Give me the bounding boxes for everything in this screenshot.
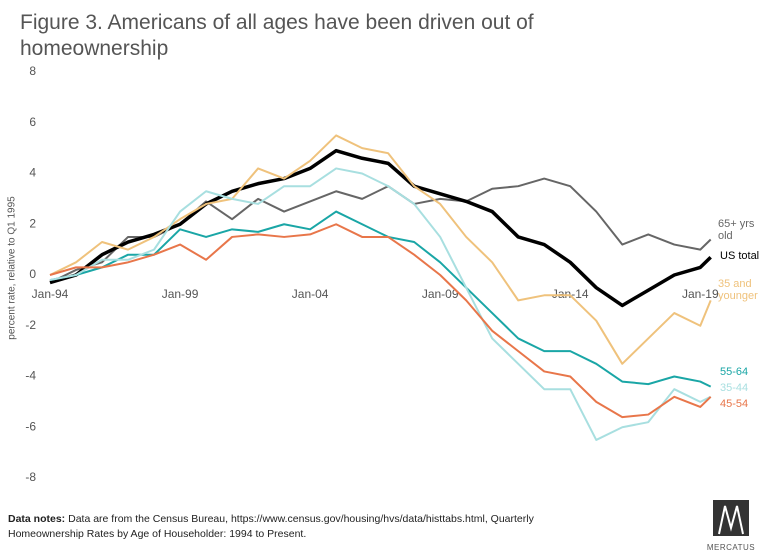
legend-label: 45-54	[720, 398, 749, 410]
logo: MERCATUS	[706, 498, 756, 552]
chart-title: Figure 3. Americans of all ages have bee…	[20, 11, 534, 60]
x-tick-label: Jan-14	[552, 287, 589, 301]
series-line	[49, 134, 712, 365]
y-tick-label: -6	[25, 419, 36, 433]
legend-label: 55-64	[720, 366, 749, 378]
y-tick-label: -2	[25, 318, 36, 332]
x-tick-label: Jan-19	[682, 287, 719, 301]
series-line	[49, 148, 712, 308]
y-tick-label: 8	[29, 64, 36, 78]
logo-text: MERCATUS	[706, 543, 756, 552]
y-tick-label: -8	[25, 470, 36, 484]
y-tick-label: 6	[29, 115, 36, 129]
y-axis-label: percent rate, relative to Q1 1995	[7, 196, 18, 340]
logo-icon	[713, 500, 749, 536]
x-tick-label: Jan-04	[292, 287, 329, 301]
y-tick-label: 2	[29, 216, 36, 230]
y-tick-label: 4	[29, 166, 36, 180]
x-tick-label: Jan-99	[162, 287, 199, 301]
series-line	[49, 223, 712, 419]
legend-label: 35 and younger	[718, 278, 758, 302]
x-tick-label: Jan-09	[422, 287, 459, 301]
notes-text: Data are from the Census Bureau, https:/…	[8, 513, 534, 540]
y-tick-label: 0	[29, 267, 36, 281]
series-line	[49, 177, 712, 284]
y-tick-label: -4	[25, 369, 36, 383]
series-line	[49, 167, 712, 441]
data-notes: Data notes: Data are from the Census Bur…	[8, 512, 548, 542]
legend-label: 35-44	[720, 382, 749, 394]
legend-label: 65+ yrs old	[718, 218, 755, 242]
legend-label: US total	[720, 250, 760, 262]
chart: percent rate, relative to Q1 1995 8 6 4 2 0 -…	[7, 64, 719, 484]
notes-label: Data notes:	[8, 513, 66, 525]
x-tick-label: Jan-94	[32, 287, 69, 301]
